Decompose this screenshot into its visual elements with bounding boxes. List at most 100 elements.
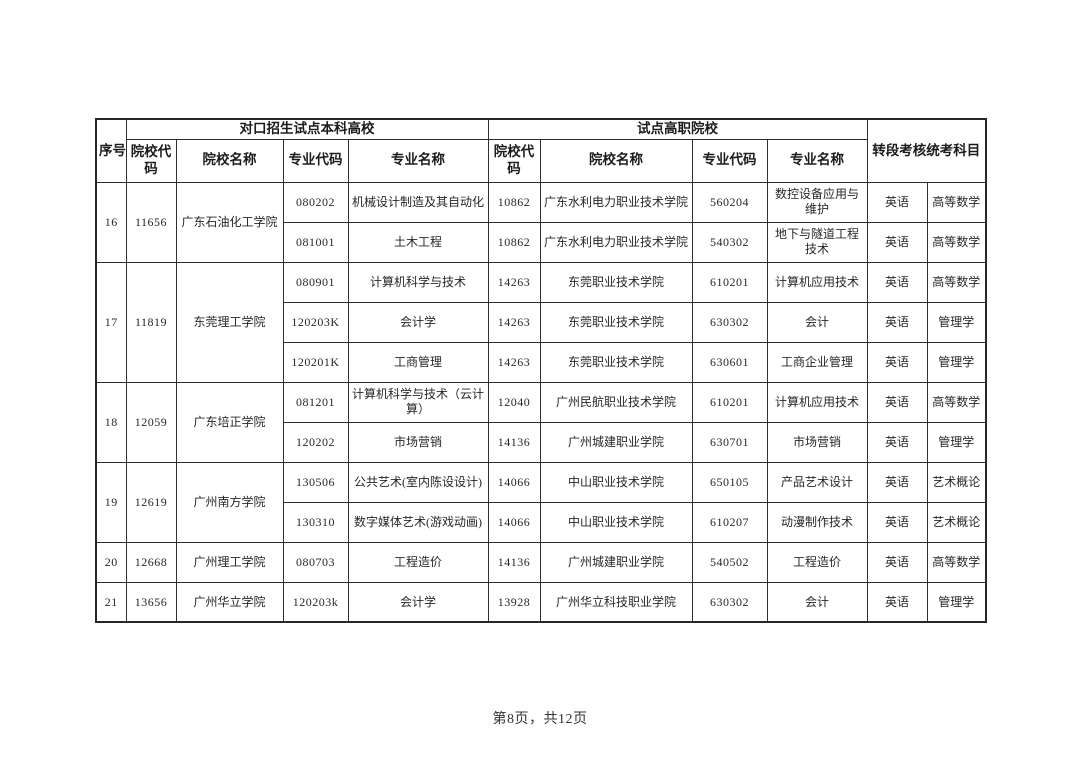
table-cell: 广州民航职业技术学院	[539, 381, 693, 423]
header-group-row: 序号 对口招生试点本科高校 试点高职院校 转段考核统考科目	[95, 118, 987, 183]
header-group-vocational: 试点高职院校	[487, 118, 868, 140]
table-cell: 081201	[282, 381, 349, 423]
table-cell: 计算机科学与技术（云计算）	[347, 381, 489, 423]
table-cell: 14066	[487, 501, 541, 543]
table-cell: 会计	[766, 301, 868, 343]
table-row: 16 11656 广东石油化工学院 080202 机械设计制造及其自动化 10862 广东水…	[95, 181, 987, 263]
table-cell: 英语	[866, 541, 928, 583]
table-cell: 英语	[866, 221, 928, 263]
table-cell: 120202	[282, 421, 349, 463]
table-cell: 081001	[282, 221, 349, 263]
table-cell: 610201	[691, 381, 768, 423]
page-number: 第8页，共12页	[492, 712, 588, 727]
table-cell: 中山职业技术学院	[539, 461, 693, 503]
table-cell: 080703	[282, 541, 349, 583]
header-hz-major-name: 专业名称	[766, 138, 868, 183]
header-college-code: 院校代码	[125, 138, 177, 183]
table-cell: 东莞职业技术学院	[539, 261, 693, 303]
table-cell: 市场营销	[347, 421, 489, 463]
cell-college-code: 12619	[125, 461, 177, 543]
admission-table: 序号 对口招生试点本科高校 试点高职院校 转段考核统考科目 院校代码 院校名称 …	[95, 118, 987, 624]
table-row: 21 13656 广州华立学院 120203k 会计学 13928 广州华立科技职业学院 63…	[95, 581, 987, 623]
table-cell: 公共艺术(室内陈设设计)	[347, 461, 489, 503]
table-cell: 计算机应用技术	[766, 261, 868, 303]
table-cell: 土木工程	[347, 221, 489, 263]
table-cell: 管理学	[926, 301, 987, 343]
table-header: 序号 对口招生试点本科高校 试点高职院校 转段考核统考科目 院校代码 院校名称 …	[95, 118, 987, 183]
table-cell: 会计	[766, 581, 868, 623]
table-cell: 市场营销	[766, 421, 868, 463]
table-body: 16 11656 广东石油化工学院 080202 机械设计制造及其自动化 10862 广东水…	[95, 181, 987, 623]
table-cell: 130310	[282, 501, 349, 543]
table-cell: 管理学	[926, 421, 987, 463]
table-cell: 630302	[691, 581, 768, 623]
table-row: 120202 市场营销 14136 广州城建职业学院 630701 市场营销 英语 管理学	[96, 421, 987, 463]
table-cell: 管理学	[926, 341, 987, 383]
cell-college-code: 13656	[125, 581, 177, 623]
table-cell: 东莞职业技术学院	[539, 301, 693, 343]
table-cell: 610207	[691, 501, 768, 543]
table-cell: 英语	[866, 421, 928, 463]
table-cell: 数控设备应用与维护	[766, 181, 868, 223]
table-cell: 高等数学	[926, 541, 987, 583]
cell-college-code: 12668	[125, 541, 177, 583]
table-row: 17 11819 东莞理工学院 080901 计算机科学与技术 14263 东莞职业技术学院…	[95, 261, 987, 383]
table-cell: 工程造价	[347, 541, 489, 583]
table-cell: 机械设计制造及其自动化	[347, 181, 489, 223]
table-cell: 艺术概论	[926, 461, 987, 503]
table-cell: 会计学	[347, 581, 489, 623]
table-cell: 560204	[691, 181, 768, 223]
table-cell: 540302	[691, 221, 768, 263]
table-row: 20 12668 广州理工学院 080703 工程造价 14136 广州城建职业学院 5405…	[95, 541, 987, 583]
table-cell: 14263	[487, 341, 541, 383]
cell-college-code: 11819	[125, 261, 177, 383]
table-cell: 120201K	[282, 341, 349, 383]
table-cell: 英语	[866, 581, 928, 623]
table-cell: 630601	[691, 341, 768, 383]
header-seq: 序号	[95, 118, 127, 183]
table-cell: 高等数学	[926, 181, 987, 223]
table-cell: 12040	[487, 381, 541, 423]
table-cell: 英语	[866, 301, 928, 343]
cell-seq: 17	[95, 261, 127, 383]
table-row: 081001 土木工程 10862 广东水利电力职业技术学院 540302 地下与隧道工程…	[96, 221, 987, 263]
table-cell: 广州华立科技职业学院	[539, 581, 693, 623]
table-cell: 工商企业管理	[766, 341, 868, 383]
table-cell: 14136	[487, 541, 541, 583]
cell-seq: 16	[95, 181, 127, 263]
table-cell: 14263	[487, 301, 541, 343]
cell-college-name: 广东培正学院	[175, 381, 284, 463]
table-cell: 610201	[691, 261, 768, 303]
header-hz-major-code: 专业代码	[691, 138, 768, 183]
table-cell: 地下与隧道工程技术	[766, 221, 868, 263]
table-cell: 会计学	[347, 301, 489, 343]
cell-college-name: 广东石油化工学院	[175, 181, 284, 263]
table-cell: 630302	[691, 301, 768, 343]
table-cell: 产品艺术设计	[766, 461, 868, 503]
cell-college-name: 广州理工学院	[175, 541, 284, 583]
table-cell: 工程造价	[766, 541, 868, 583]
table-cell: 广东水利电力职业技术学院	[539, 221, 693, 263]
table-cell: 130506	[282, 461, 349, 503]
table-cell: 计算机科学与技术	[347, 261, 489, 303]
table-cell: 540502	[691, 541, 768, 583]
table-cell: 英语	[866, 341, 928, 383]
table-cell: 英语	[866, 261, 928, 303]
table-cell: 14066	[487, 461, 541, 503]
table-cell: 管理学	[926, 581, 987, 623]
table-cell: 东莞职业技术学院	[539, 341, 693, 383]
table-cell: 120203K	[282, 301, 349, 343]
cell-college-name: 东莞理工学院	[175, 261, 284, 383]
table-cell: 13928	[487, 581, 541, 623]
table-cell: 动漫制作技术	[766, 501, 868, 543]
table-cell: 14263	[487, 261, 541, 303]
cell-seq: 20	[95, 541, 127, 583]
cell-seq: 21	[95, 581, 127, 623]
table-cell: 计算机应用技术	[766, 381, 868, 423]
table-cell: 630701	[691, 421, 768, 463]
table-row: 19 12619 广州南方学院 130506 公共艺术(室内陈设设计) 14066 中山职业…	[95, 461, 987, 543]
header-group-exam: 转段考核统考科目	[866, 118, 987, 183]
table-cell: 广州城建职业学院	[539, 541, 693, 583]
header-sub-row: 院校代码 院校名称 专业代码 专业名称 院校代码 院校名称 专业代码 专业名称	[96, 138, 986, 183]
